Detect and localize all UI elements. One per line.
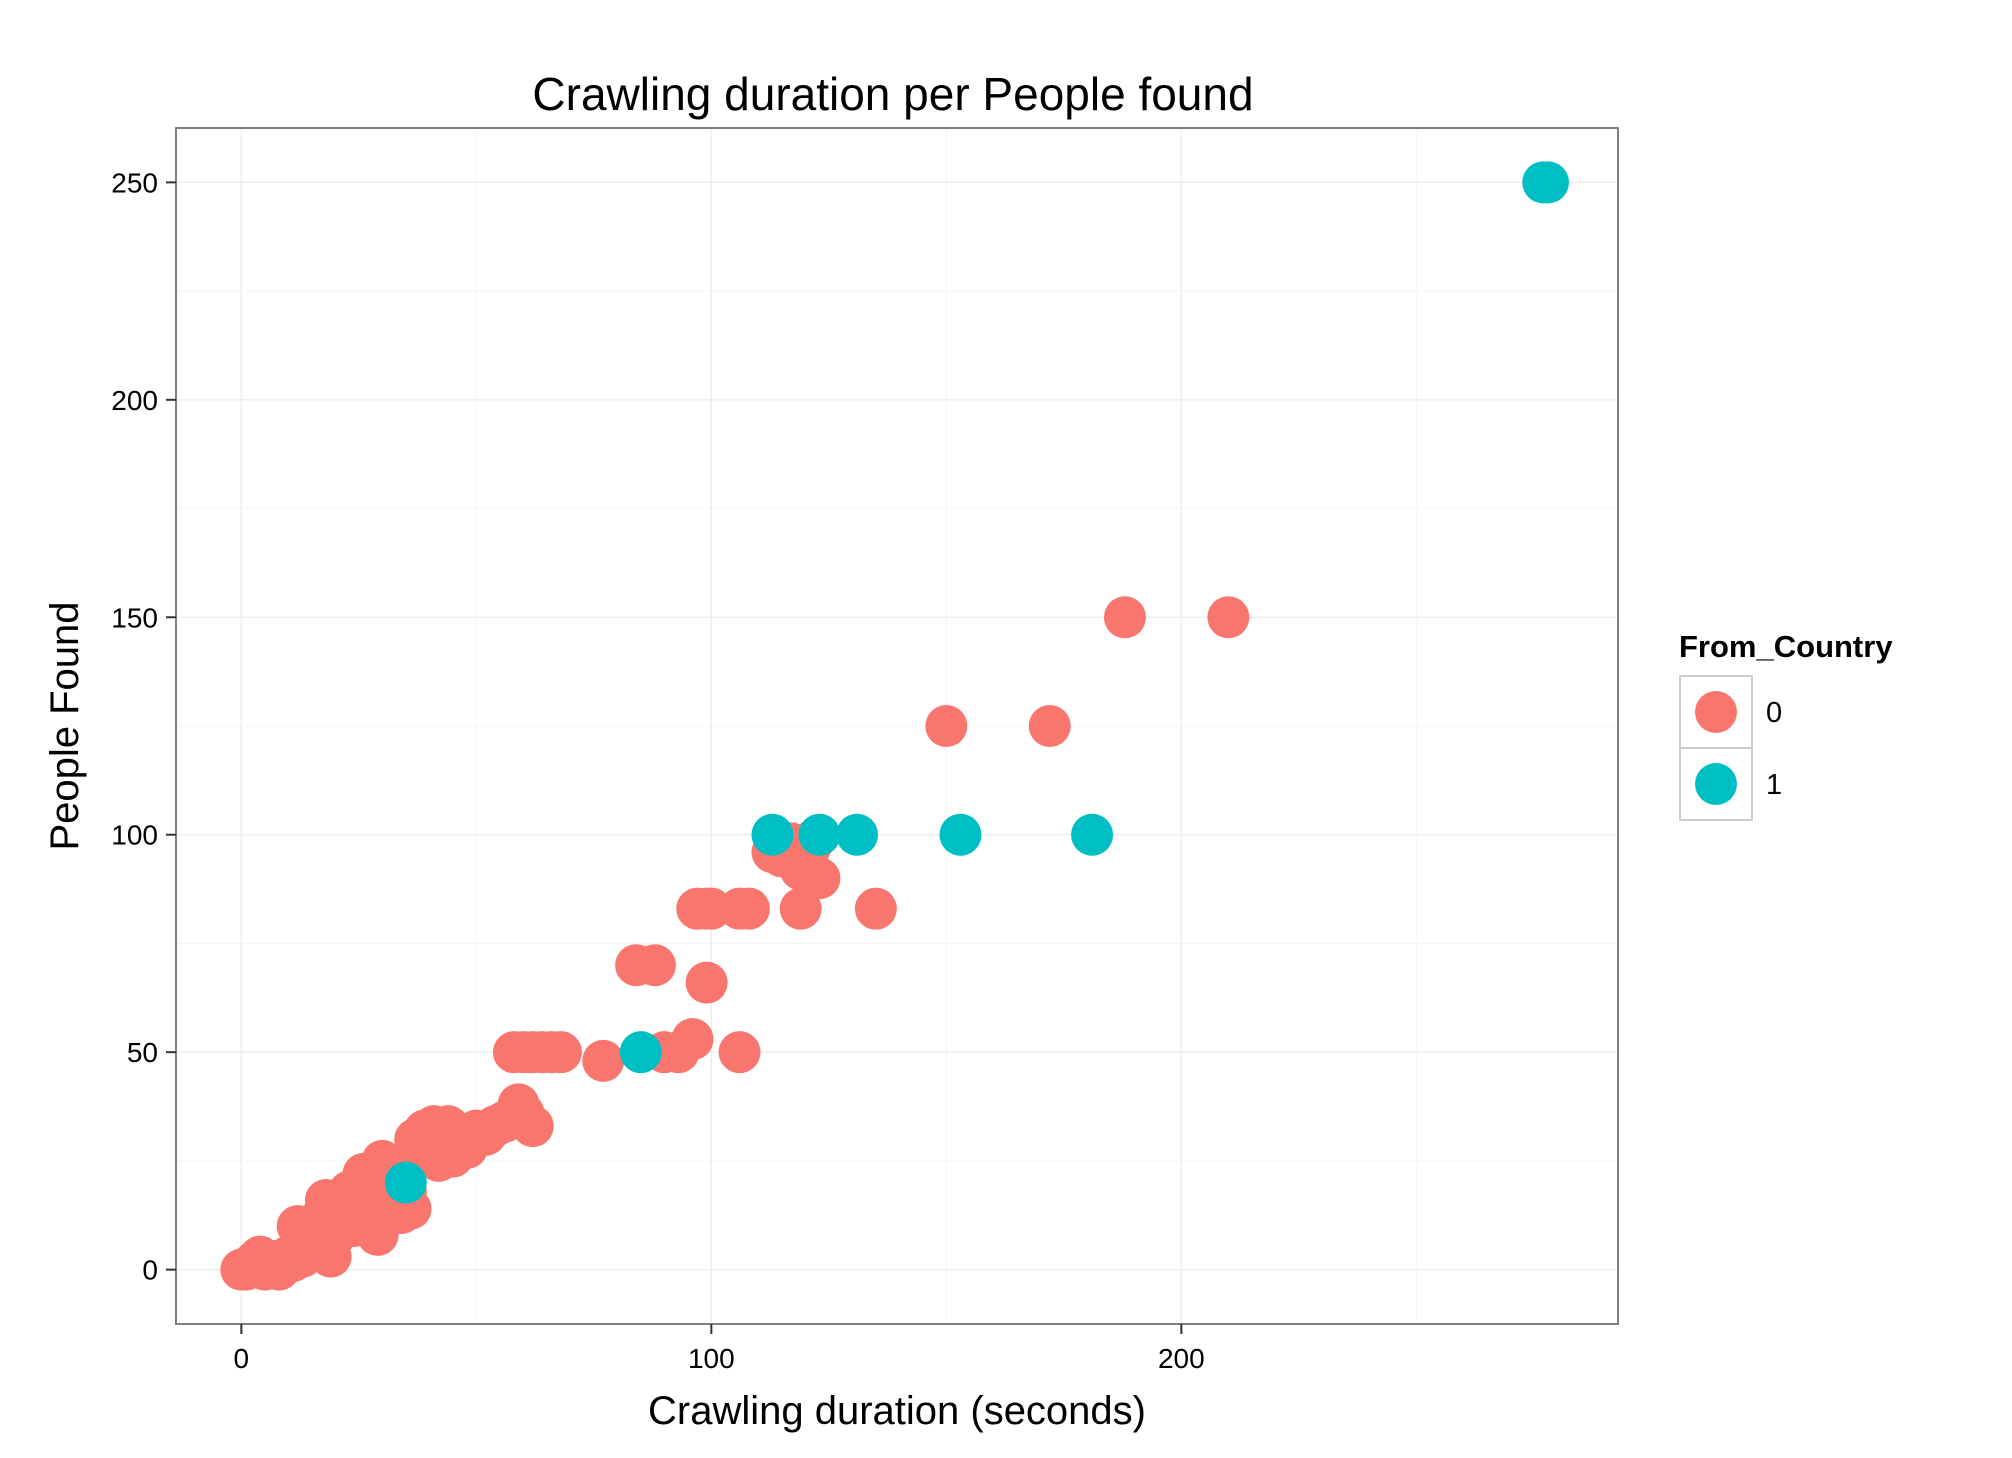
data-point-series-1: [619, 1031, 662, 1074]
data-point-series-0: [633, 944, 676, 987]
x-tick-label: 100: [688, 1343, 735, 1374]
y-axis: 0 50 100 150 200 250: [111, 167, 176, 1286]
chart-title: Crawling duration per People found: [532, 68, 1253, 120]
data-points: [220, 161, 1569, 1291]
data-point-series-1: [1526, 161, 1569, 204]
y-tick-label: 250: [111, 167, 158, 198]
data-point-series-0: [1028, 705, 1071, 747]
y-tick-label: 50: [127, 1037, 158, 1068]
x-tick-label: 0: [234, 1343, 250, 1374]
legend: From_Country 0 1: [1679, 629, 1893, 821]
data-point-series-0: [539, 1031, 582, 1074]
data-point-series-1: [939, 813, 982, 856]
data-point-series-1: [1071, 813, 1114, 856]
data-point-series-1: [751, 813, 794, 856]
data-point-series-0: [1103, 596, 1146, 639]
data-point-series-1: [836, 813, 879, 856]
y-tick-label: 0: [142, 1255, 158, 1286]
legend-title: From_Country: [1679, 629, 1893, 664]
plot-border: [175, 127, 1619, 1325]
y-tick-label: 100: [111, 820, 158, 851]
data-point-series-0: [671, 1018, 714, 1061]
data-point-series-0: [1207, 596, 1250, 639]
data-point-series-1: [798, 813, 841, 856]
data-point-series-1: [384, 1161, 427, 1204]
legend-label: 1: [1766, 769, 1782, 801]
legend-key-swatch: [1695, 691, 1737, 733]
legend-key-swatch: [1695, 763, 1737, 805]
plot-panel: [175, 127, 1619, 1325]
data-point-series-0: [582, 1039, 625, 1082]
x-axis-title: Crawling duration (seconds): [648, 1389, 1146, 1433]
data-point-series-0: [798, 857, 841, 900]
gridlines: [176, 128, 1618, 1324]
data-point-series-0: [727, 887, 770, 930]
data-point-series-0: [854, 887, 897, 930]
x-tick-label: 200: [1158, 1343, 1205, 1374]
legend-label: 0: [1766, 697, 1782, 729]
data-point-series-0: [685, 961, 728, 1004]
x-axis: 0 100 200: [234, 1324, 1205, 1374]
y-tick-label: 150: [111, 602, 158, 633]
data-point-series-0: [779, 887, 822, 930]
data-point-series-0: [925, 705, 968, 747]
y-axis-title: People Found: [43, 601, 87, 850]
y-tick-label: 200: [111, 385, 158, 416]
data-point-series-0: [511, 1105, 554, 1148]
data-point-series-0: [718, 1031, 761, 1074]
